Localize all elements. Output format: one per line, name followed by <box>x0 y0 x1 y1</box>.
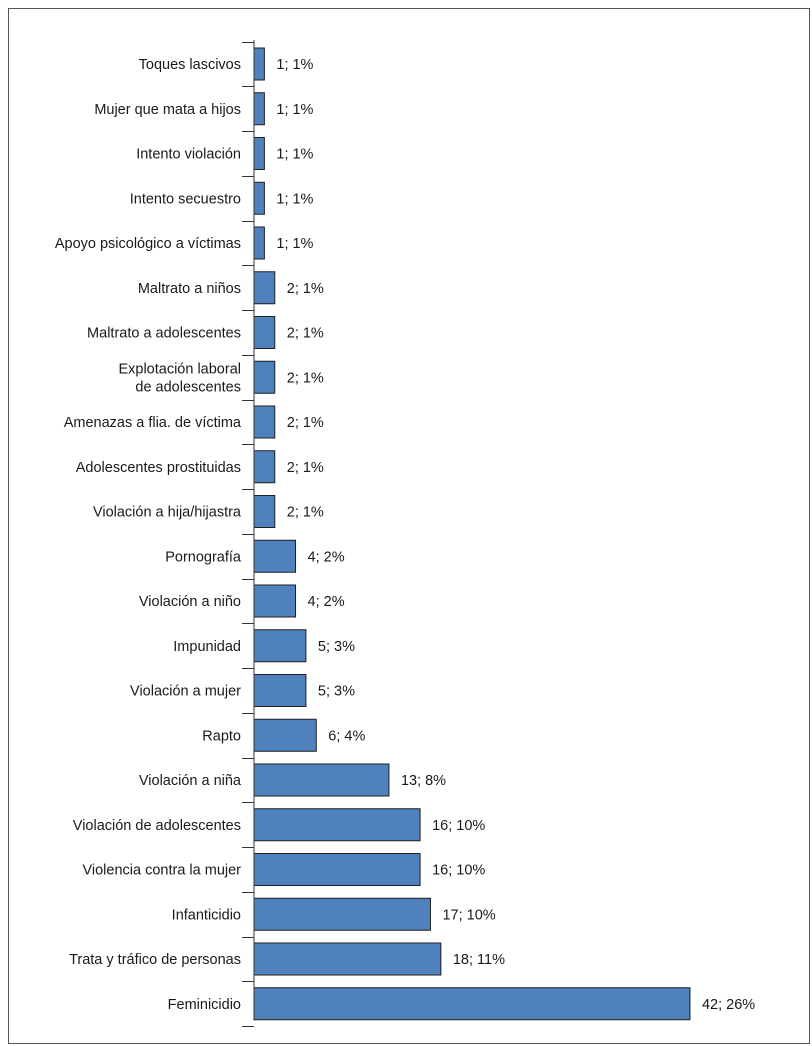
data-label: 2; 1% <box>287 415 324 431</box>
category-label: Maltrato a niños <box>138 281 241 297</box>
category-label: Maltrato a adolescentes <box>87 326 241 342</box>
category-label: Infanticidio <box>172 907 241 923</box>
bar <box>253 897 431 931</box>
chart-frame <box>8 8 810 1044</box>
bar <box>253 360 276 394</box>
category-label: de adolescentes <box>135 379 241 395</box>
data-label: 5; 3% <box>318 684 355 700</box>
category-label: Feminicidio <box>168 997 241 1013</box>
bar <box>253 718 317 752</box>
data-label: 17; 10% <box>442 907 495 923</box>
data-label: 1; 1% <box>276 236 313 252</box>
category-label: Impunidad <box>173 639 241 655</box>
data-label: 1; 1% <box>276 57 313 73</box>
bar <box>253 271 276 305</box>
bar <box>253 853 421 886</box>
bar <box>253 316 276 349</box>
category-label: Intento violación <box>136 147 241 163</box>
data-label: 16; 10% <box>432 818 485 834</box>
data-label: 18; 11% <box>453 952 505 968</box>
category-label: Rapto <box>202 728 241 744</box>
data-label: 13; 8% <box>401 773 446 789</box>
data-label: 42; 26% <box>702 997 755 1013</box>
bar <box>253 47 265 81</box>
data-label: 5; 3% <box>318 639 355 655</box>
data-label: 1; 1% <box>276 102 313 118</box>
data-label: 4; 2% <box>308 549 345 565</box>
bar <box>253 629 307 663</box>
category-label: Violación a mujer <box>130 684 241 700</box>
data-label: 2; 1% <box>287 460 324 476</box>
bar <box>253 584 297 618</box>
data-label: 2; 1% <box>287 370 324 386</box>
category-label: Apoyo psicológico a víctimas <box>55 236 241 252</box>
bar <box>253 405 276 439</box>
bar <box>253 987 691 1021</box>
bar <box>253 674 307 707</box>
bar <box>253 226 265 260</box>
bars-layer <box>253 47 691 1021</box>
bar <box>253 181 265 215</box>
data-label: 1; 1% <box>276 147 313 163</box>
category-label: Explotación laboral <box>118 361 241 377</box>
data-label: 2; 1% <box>287 326 324 342</box>
category-label: Violación a niño <box>139 594 241 610</box>
category-label: Adolescentes prostituidas <box>76 460 241 476</box>
category-label: Violación a niña <box>139 773 242 789</box>
y-axis <box>242 40 255 1027</box>
data-label: 1; 1% <box>276 191 313 207</box>
bar <box>253 942 442 976</box>
category-label: Violencia contra la mujer <box>82 863 241 879</box>
bar <box>253 539 297 573</box>
data-label: 2; 1% <box>287 281 324 297</box>
data-label: 6; 4% <box>328 728 365 744</box>
category-label: Amenazas a flia. de víctima <box>64 415 242 431</box>
bar <box>253 92 265 126</box>
bar <box>253 137 265 170</box>
category-label: Violación a hija/hijastra <box>93 505 242 521</box>
bar <box>253 450 276 484</box>
bar <box>253 495 276 528</box>
data-label: 2; 1% <box>287 505 324 521</box>
category-label: Mujer que mata a hijos <box>94 102 241 118</box>
labels-layer: Toques lascivos 1; 1% Mujer que mata a hij… <box>55 57 755 1013</box>
bar <box>253 808 421 842</box>
data-label: 16; 10% <box>432 863 485 879</box>
category-label: Pornografía <box>165 549 242 565</box>
category-label: Toques lascivos <box>139 57 241 73</box>
category-label: Intento secuestro <box>130 191 241 207</box>
data-label: 4; 2% <box>308 594 345 610</box>
bar <box>253 763 390 797</box>
category-label: Violación de adolescentes <box>73 818 241 834</box>
category-label: Trata y tráfico de personas <box>69 952 241 968</box>
